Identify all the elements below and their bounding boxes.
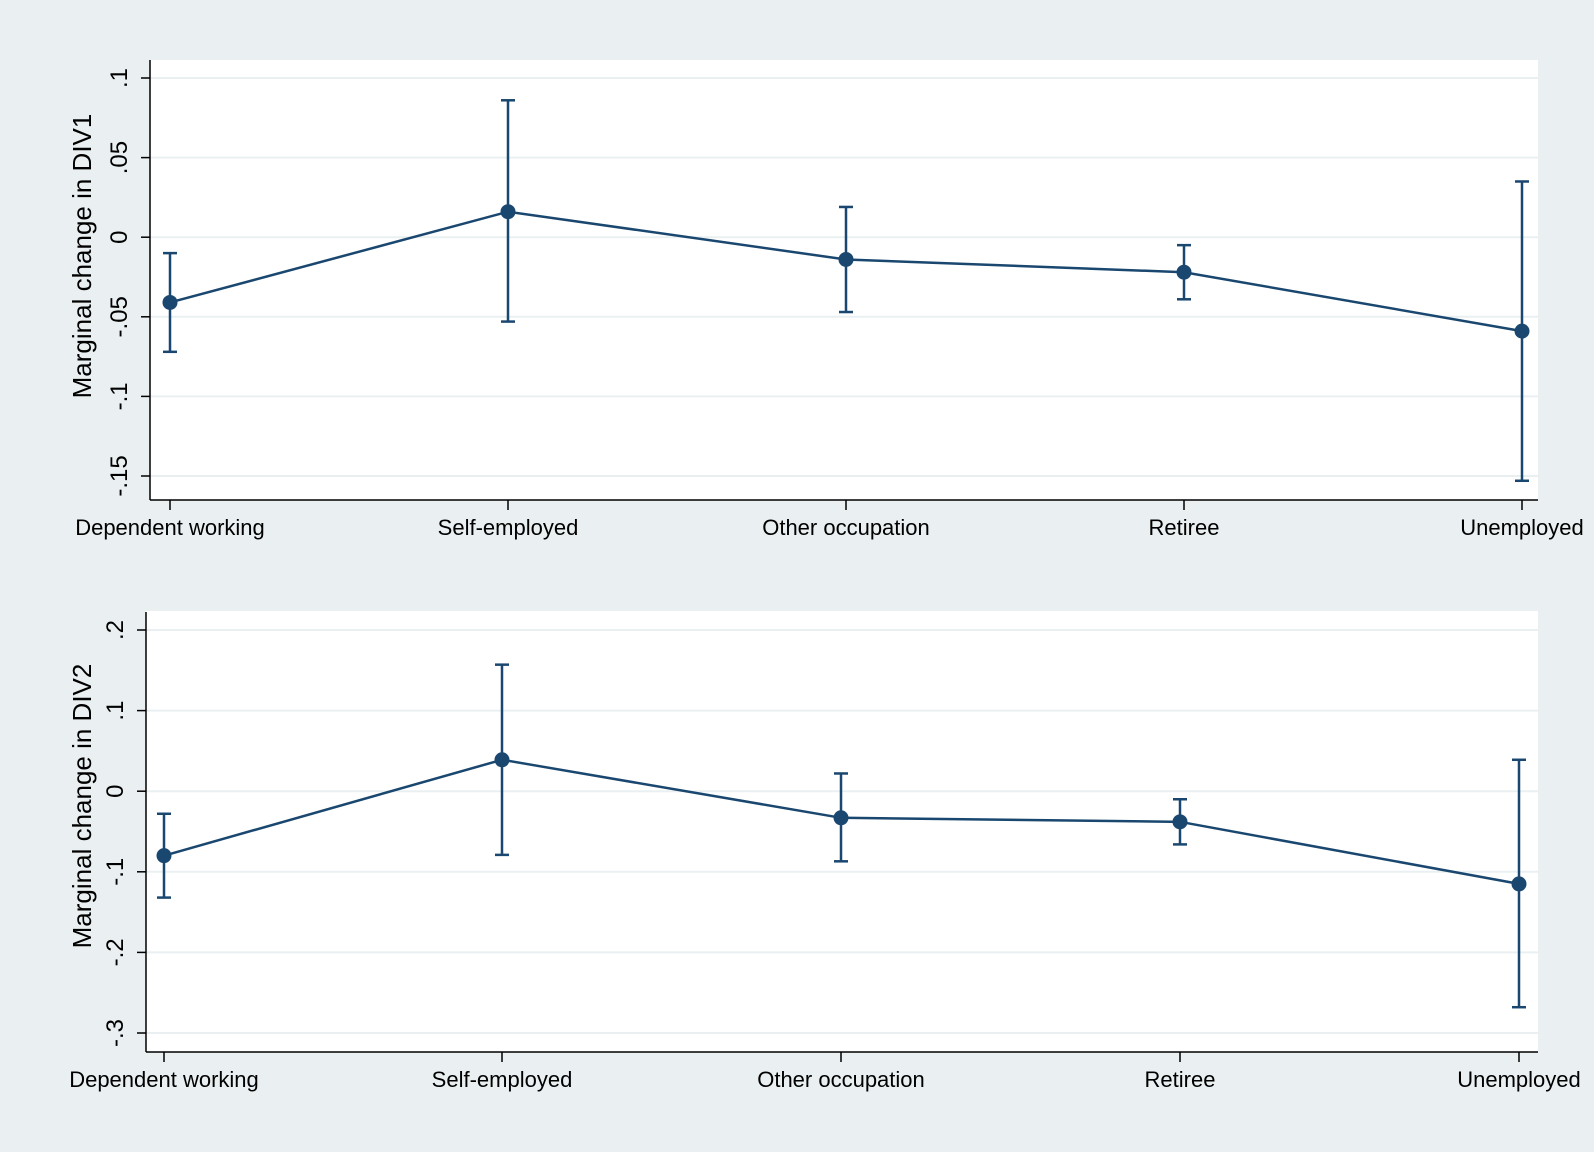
data-point xyxy=(1172,814,1188,830)
axes xyxy=(149,60,1538,501)
x-tick-label: Retiree xyxy=(1149,515,1220,540)
axes xyxy=(145,612,1538,1053)
data-point xyxy=(1511,876,1527,892)
y-tick-label: -.1 xyxy=(106,382,133,410)
y-axis-label: Marginal change in DIV2 xyxy=(67,664,97,949)
x-ticks: Dependent working Self-employed Other occu… xyxy=(75,500,1584,540)
data-point xyxy=(156,848,172,864)
x-tick-label: Retiree xyxy=(1145,1067,1216,1092)
panel-div2: .2 .1 0 -.1 -.2 -.3 Dependent working Self-emp… xyxy=(67,611,1581,1092)
y-axis-label: Marginal change in DIV1 xyxy=(67,114,97,399)
x-tick-label: Other occupation xyxy=(762,515,930,540)
y-tick-label: -.15 xyxy=(106,455,133,496)
data-point xyxy=(1514,323,1530,339)
data-point xyxy=(500,204,516,220)
x-tick-label: Dependent working xyxy=(75,515,265,540)
panel-div1: .1 .05 0 -.05 -.1 -.15 Dependent working Self-… xyxy=(67,60,1584,540)
series xyxy=(156,752,1527,892)
y-tick-label: .1 xyxy=(106,68,133,88)
data-point xyxy=(833,810,849,826)
y-tick-label: -.2 xyxy=(102,938,129,966)
y-tick-label: -.05 xyxy=(106,296,133,337)
x-tick-label: Dependent working xyxy=(69,1067,259,1092)
data-point xyxy=(1176,264,1192,280)
data-point xyxy=(162,294,178,310)
data-point xyxy=(838,251,854,267)
series xyxy=(162,204,1530,339)
y-ticks: .2 .1 0 -.1 -.2 -.3 xyxy=(102,620,146,1047)
x-ticks: Dependent working Self-employed Other occu… xyxy=(69,1052,1581,1092)
y-ticks: .1 .05 0 -.05 -.1 -.15 xyxy=(106,68,150,497)
x-tick-label: Self-employed xyxy=(438,515,579,540)
x-tick-label: Unemployed xyxy=(1460,515,1584,540)
y-tick-label: 0 xyxy=(102,785,129,798)
x-tick-label: Other occupation xyxy=(757,1067,925,1092)
x-tick-label: Unemployed xyxy=(1457,1067,1581,1092)
gridlines xyxy=(150,77,1538,477)
y-tick-label: .05 xyxy=(106,141,133,174)
y-tick-label: -.3 xyxy=(102,1019,129,1047)
plot-area xyxy=(150,60,1538,500)
y-tick-label: .2 xyxy=(102,620,129,640)
y-tick-label: .1 xyxy=(102,701,129,721)
y-tick-label: 0 xyxy=(106,231,133,244)
data-point xyxy=(494,752,510,768)
x-tick-label: Self-employed xyxy=(432,1067,573,1092)
y-tick-label: -.1 xyxy=(102,858,129,886)
